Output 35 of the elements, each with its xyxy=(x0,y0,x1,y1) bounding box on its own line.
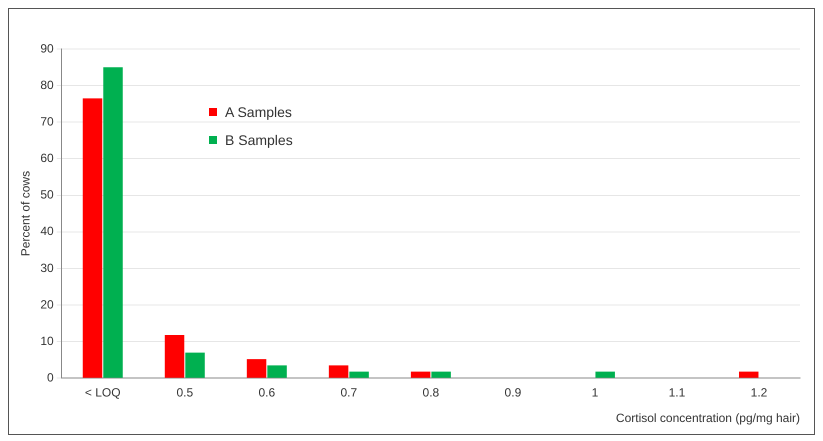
legend-label: B Samples xyxy=(225,132,293,148)
y-tick-label: 30 xyxy=(40,260,54,275)
x-tick-label: 0.5 xyxy=(176,386,194,400)
x-tick-label: 1 xyxy=(592,386,599,400)
bar xyxy=(185,352,205,378)
bar xyxy=(738,372,758,378)
x-tick-label: 1.1 xyxy=(668,386,686,400)
x-tick-label: 0.9 xyxy=(504,386,522,400)
bar xyxy=(349,372,369,378)
y-tick-label: 40 xyxy=(40,224,54,238)
bar xyxy=(410,372,430,378)
x-tick-label: 1.2 xyxy=(750,386,768,400)
x-tick-label: 0.7 xyxy=(340,386,358,400)
y-tick-label: 60 xyxy=(40,151,54,166)
x-axis-title: Cortisol concentration (pg/mg hair) xyxy=(616,411,800,426)
y-axis-title: Percent of cows xyxy=(18,170,33,256)
legend-label: A Samples xyxy=(225,104,292,120)
bar xyxy=(431,372,451,378)
y-tick-label: 0 xyxy=(47,370,54,385)
bar xyxy=(246,359,266,378)
bar xyxy=(82,98,102,378)
bar xyxy=(164,335,184,378)
y-tick-label: 80 xyxy=(40,78,54,92)
y-tick-label: 70 xyxy=(40,114,54,128)
y-tick-label: 90 xyxy=(40,41,54,56)
bar xyxy=(328,365,348,378)
y-tick-label: 20 xyxy=(40,297,54,312)
x-tick-label: 0.6 xyxy=(258,386,276,400)
y-tick-label: 10 xyxy=(40,334,54,348)
x-tick-label: 0.8 xyxy=(422,386,440,400)
bar xyxy=(267,365,287,378)
x-tick-label: < LOQ xyxy=(84,386,121,400)
y-tick-label: 50 xyxy=(40,188,54,202)
bar xyxy=(103,67,123,378)
bar xyxy=(595,372,615,378)
